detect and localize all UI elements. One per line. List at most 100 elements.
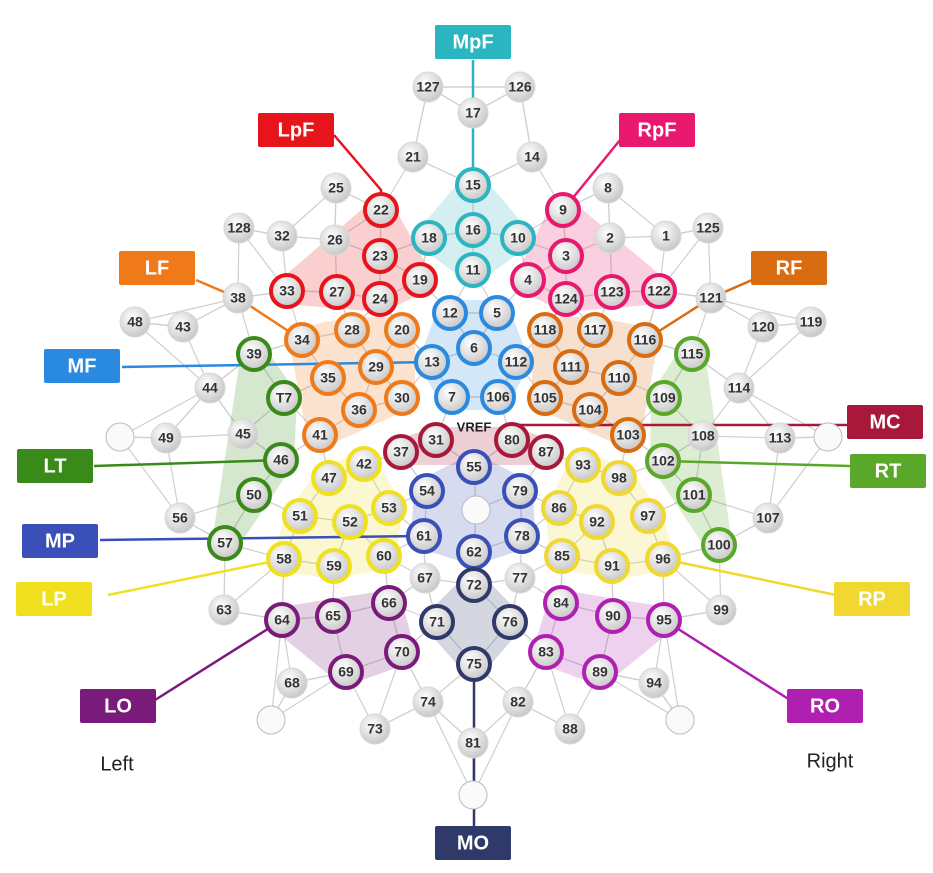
blank-sites [105,422,843,810]
electrode [638,667,670,699]
region-electrode [601,360,637,396]
electrode-label: 66 [381,595,397,611]
electrode-label: 14 [524,149,540,165]
electrode-label: 18 [421,230,437,246]
mesh-line [134,297,239,323]
electrode-label: 106 [486,389,510,405]
region-electrode [595,598,631,634]
region-box [119,251,195,285]
region-electrode [384,380,420,416]
electrode [397,141,429,173]
region-electrode [269,273,305,309]
region-electrode [383,434,419,470]
region-electrode [207,525,243,561]
region-electrode [480,379,516,415]
region-electrode [498,344,534,380]
electrode [150,422,182,454]
electrode [412,71,444,103]
region-box [435,826,511,860]
region-electrode [594,274,630,310]
electrode-label: 99 [713,602,729,618]
mesh-line [472,701,519,796]
region-electrode [456,449,492,485]
region-electrode [645,541,681,577]
region-electrode [236,477,272,513]
electrode-label: 79 [512,483,528,499]
region-electrode [646,380,682,416]
region-electrode [545,192,581,228]
region-electrode [601,460,637,496]
electrode [504,562,536,594]
electrode-label: 119 [800,314,823,330]
electrode [222,282,254,314]
region-label: RpF [638,119,677,141]
region-box [258,113,334,147]
region-label: MF [68,355,97,377]
region-electrode [548,238,584,274]
region-electrode [411,220,447,256]
electrode-label: 110 [608,370,631,386]
region-electrode [543,585,579,621]
region-area [515,197,672,312]
electrode-label: 68 [284,675,300,691]
electrode-label: 126 [508,79,532,95]
region-electrode [432,295,468,331]
mesh-line [427,701,474,796]
electrode-label: 127 [416,79,440,95]
electrode-label: 23 [372,248,388,264]
electrode-label: 53 [381,500,397,516]
region-electrode [334,312,370,348]
electrode-label: 35 [320,370,336,386]
electrode [502,686,534,718]
electrode-label: 39 [246,346,262,362]
electrode-label: 27 [329,284,345,300]
region-electrode [418,422,454,458]
region-electrode [504,518,540,554]
electrode-label: 123 [600,284,624,300]
region-electrode [236,336,272,372]
electrode-label: 52 [342,514,358,530]
electrode-label: 74 [420,694,436,710]
electrode [194,372,226,404]
electrode-label: 85 [554,548,570,564]
region-label: RP [858,588,886,610]
electrode-label: 67 [417,570,433,586]
mesh-line [738,387,829,438]
region-electrode [266,541,302,577]
electrode [359,713,391,745]
electrode-label: 104 [578,402,602,418]
region-electrode [402,262,438,298]
electrode-label: 95 [656,612,672,628]
electrode [223,212,255,244]
electrode-label: 78 [514,528,530,544]
electrode-label: 111 [560,359,582,375]
region-electrode [500,220,536,256]
electrode-label: 98 [611,470,627,486]
electrode-label: 128 [227,220,251,236]
electrode-label: 75 [466,656,482,672]
electrode-label: 83 [538,644,554,660]
electrode [412,686,444,718]
electrode [119,306,151,338]
electrode-label: 90 [605,608,621,624]
region-box [17,449,93,483]
electrode-label: 96 [655,551,671,567]
electrode-label: 84 [553,595,569,611]
electrode-label: 88 [562,721,578,737]
region-electrode [284,322,320,358]
region-electrode [646,602,682,638]
electrode-label: 103 [616,427,640,443]
blank-site [458,780,488,810]
electrode-label: 47 [321,470,337,486]
leader-line [662,557,837,597]
electrode-label: 36 [351,402,367,418]
region-electrode [311,460,347,496]
electrode-label: 12 [442,305,458,321]
electrode-label: 5 [493,305,501,321]
electrode-label: 15 [465,177,481,193]
electrode [504,71,536,103]
electrode [695,282,727,314]
region-electrode [310,360,346,396]
region-box [619,113,695,147]
region-box [435,25,511,59]
